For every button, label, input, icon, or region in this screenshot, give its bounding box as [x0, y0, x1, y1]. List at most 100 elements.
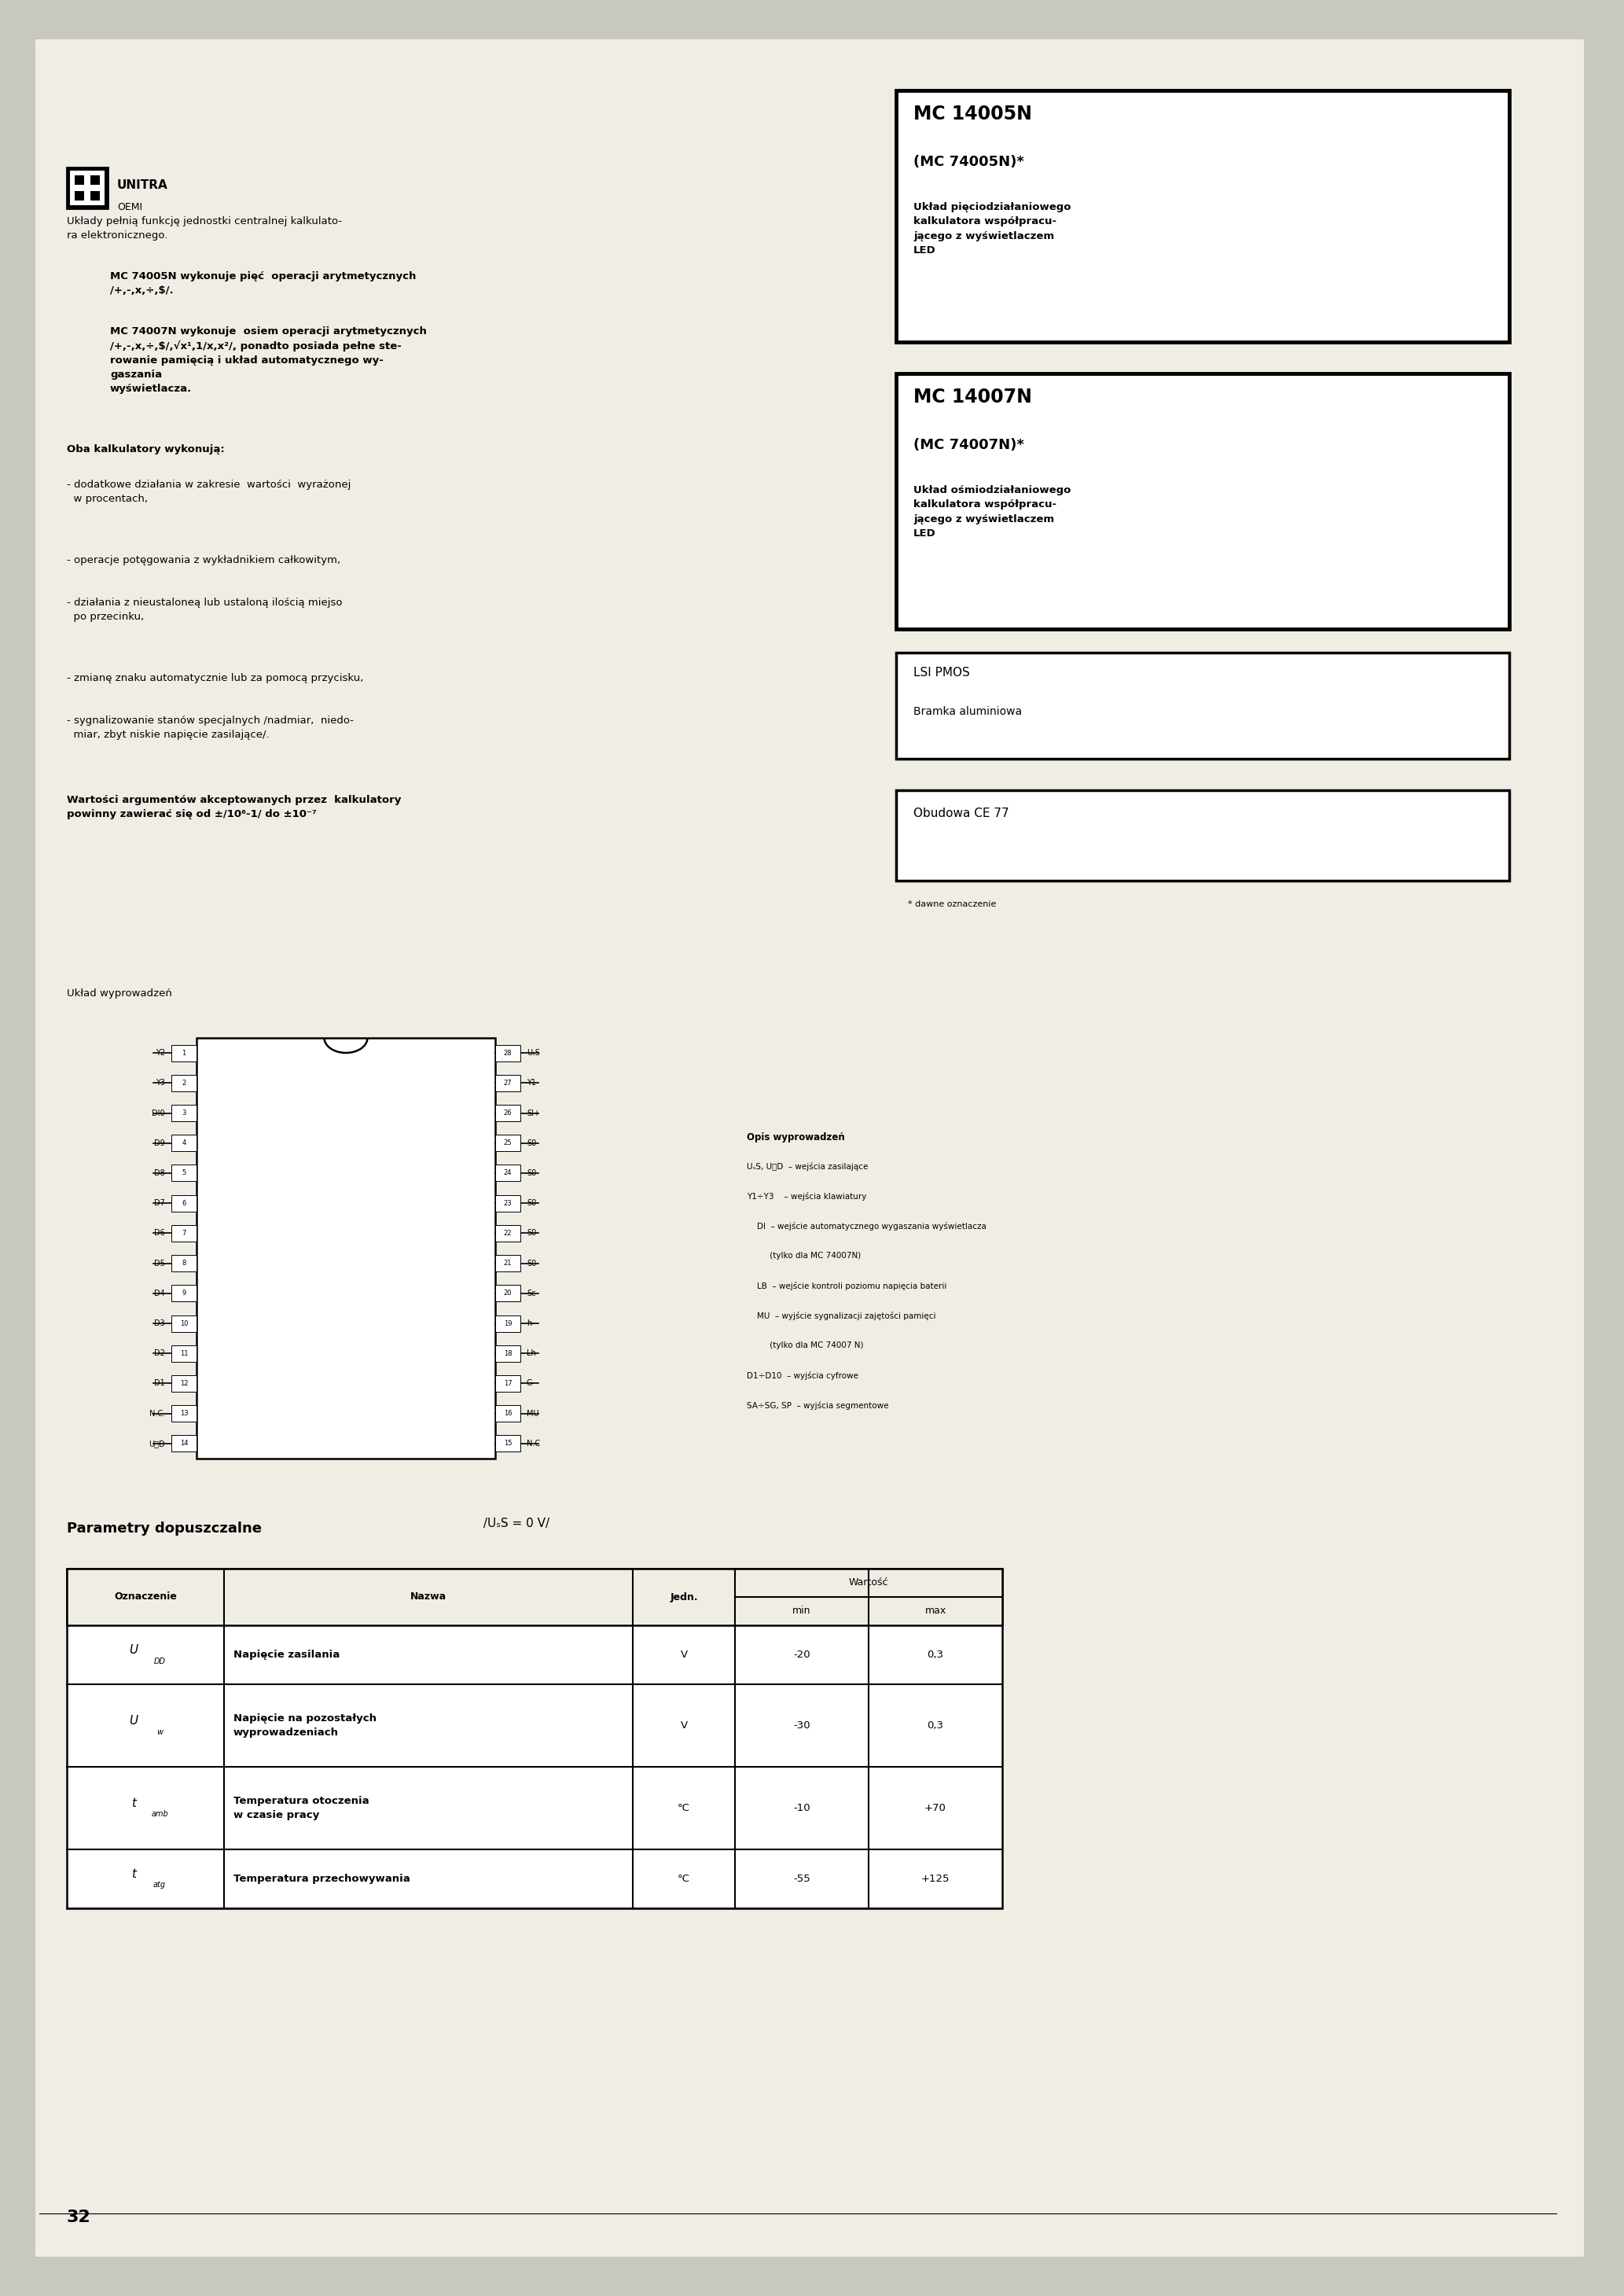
Text: 15: 15	[503, 1440, 512, 1446]
Text: S0: S0	[526, 1258, 536, 1267]
Text: - dodatkowe działania w zakresie  wartości  wyrażonej
  w procentach,: - dodatkowe działania w zakresie wartośc…	[67, 480, 351, 505]
Text: UₛS: UₛS	[526, 1049, 539, 1056]
Text: MC 74005N wykonuje pięć  operacji arytmetycznych
/+,-,x,÷,$/.: MC 74005N wykonuje pięć operacji arytmet…	[110, 271, 416, 296]
Bar	[495, 1164, 520, 1182]
Bar	[495, 1345, 520, 1362]
Bar	[75, 174, 99, 200]
Text: N.C.: N.C.	[149, 1410, 166, 1417]
Text: 2: 2	[182, 1079, 187, 1086]
Text: UₛS, U₝D  – wejścia zasilające: UₛS, U₝D – wejścia zasilające	[747, 1162, 869, 1171]
Bar	[84, 170, 91, 204]
Text: - zmianę znaku automatycznie lub za pomocą przycisku,: - zmianę znaku automatycznie lub za pomo…	[67, 673, 364, 684]
Bar	[172, 1104, 197, 1120]
Text: Układ ośmiodziałaniowego
kalkulatora współpracu-
jącego z wyświetlaczem
LED: Układ ośmiodziałaniowego kalkulatora wsp…	[913, 484, 1070, 540]
Bar	[70, 184, 104, 191]
Bar	[495, 1194, 520, 1212]
Text: °C: °C	[677, 1874, 690, 1885]
Bar	[896, 790, 1509, 882]
Text: +70: +70	[924, 1802, 947, 1814]
Text: Parametry dopuszczalne: Parametry dopuszczalne	[67, 1522, 261, 1536]
Bar	[172, 1405, 197, 1421]
Text: Napięcie zasilania: Napięcie zasilania	[234, 1649, 339, 1660]
Text: 25: 25	[503, 1139, 512, 1146]
Bar	[67, 1568, 1002, 1626]
Text: 6: 6	[182, 1199, 187, 1208]
Text: S0: S0	[526, 1139, 536, 1148]
Bar	[495, 1405, 520, 1421]
Text: Y1÷Y3    – wejścia klawiaturу: Y1÷Y3 – wejścia klawiaturу	[747, 1192, 867, 1201]
Bar	[495, 1316, 520, 1332]
Text: U₝D: U₝D	[149, 1440, 166, 1446]
Text: 18: 18	[503, 1350, 512, 1357]
Bar	[67, 1568, 1002, 1908]
Text: 10: 10	[180, 1320, 188, 1327]
Text: 24: 24	[503, 1169, 512, 1176]
Text: -30: -30	[793, 1720, 810, 1731]
Text: Y2: Y2	[156, 1049, 166, 1056]
Text: (MC 74007N)*: (MC 74007N)*	[913, 439, 1025, 452]
Bar	[495, 1375, 520, 1391]
Text: DI0: DI0	[153, 1109, 166, 1116]
Bar	[172, 1435, 197, 1451]
Text: U: U	[130, 1715, 138, 1727]
Text: /UₛS = 0 V/: /UₛS = 0 V/	[479, 1518, 549, 1529]
Text: S0: S0	[526, 1169, 536, 1178]
Text: 14: 14	[180, 1440, 188, 1446]
Text: 0,3: 0,3	[927, 1649, 944, 1660]
Text: Lh: Lh	[526, 1350, 536, 1357]
Text: D6: D6	[154, 1228, 166, 1238]
Text: DI  – wejście automatycznego wygaszania wyświetlacza: DI – wejście automatycznego wygaszania w…	[747, 1221, 986, 1231]
Text: MC 14005N: MC 14005N	[913, 106, 1031, 124]
Bar	[172, 1075, 197, 1091]
Text: (tylko dla MC 74007N): (tylko dla MC 74007N)	[747, 1251, 861, 1261]
Bar	[495, 1104, 520, 1120]
Bar	[172, 1345, 197, 1362]
Text: D1÷D10  – wyjścia cyfrowe: D1÷D10 – wyjścia cyfrowe	[747, 1371, 859, 1380]
Bar	[197, 1038, 495, 1458]
Bar	[172, 1316, 197, 1332]
Text: Y3: Y3	[156, 1079, 166, 1086]
Bar	[67, 168, 107, 209]
Bar	[495, 1256, 520, 1272]
Text: 0,3: 0,3	[927, 1720, 944, 1731]
Text: max: max	[924, 1605, 947, 1616]
Text: MC 74007N wykonuje  osiem operacji arytmetycznych
/+,-,x,÷,$/,√x¹,1/x,x²/, ponad: MC 74007N wykonuje osiem operacji arytme…	[110, 326, 427, 395]
Text: 5: 5	[182, 1169, 187, 1176]
Bar	[495, 1045, 520, 1061]
Text: Wartość: Wartość	[849, 1577, 888, 1589]
Text: atg: atg	[153, 1880, 166, 1890]
Text: t: t	[132, 1798, 136, 1809]
Text: Układ pięciodziałaniowego
kalkulatora współpracu-
jącego z wyświetlaczem
LED: Układ pięciodziałaniowego kalkulatora ws…	[913, 202, 1070, 255]
Text: 13: 13	[180, 1410, 188, 1417]
Bar	[495, 1134, 520, 1150]
Text: G-: G-	[526, 1380, 536, 1387]
Text: 19: 19	[503, 1320, 512, 1327]
Text: min: min	[793, 1605, 810, 1616]
Text: Jedn.: Jedn.	[669, 1591, 698, 1603]
Text: Napięcie na pozostałych
wyprowadzeniach: Napięcie na pozostałych wyprowadzeniach	[234, 1713, 377, 1738]
Text: MU  – wyjście sygnalizacji zajętości pamięci: MU – wyjście sygnalizacji zajętości pami…	[747, 1311, 935, 1320]
Text: MC 14007N: MC 14007N	[913, 388, 1031, 406]
Text: V: V	[680, 1720, 687, 1731]
Text: DD: DD	[154, 1658, 166, 1665]
Text: w: w	[156, 1729, 162, 1736]
Text: 1: 1	[182, 1049, 187, 1056]
Text: D3: D3	[154, 1320, 166, 1327]
Text: D2: D2	[154, 1350, 166, 1357]
Text: 21: 21	[503, 1261, 512, 1267]
Text: °C: °C	[677, 1802, 690, 1814]
Text: Y1: Y1	[526, 1079, 536, 1086]
Text: Układ wyprowadzeń: Układ wyprowadzeń	[67, 987, 172, 999]
Text: 20: 20	[503, 1290, 512, 1297]
Text: Opis wyprowadzeń: Opis wyprowadzeń	[747, 1132, 844, 1143]
Bar	[896, 652, 1509, 758]
Text: 22: 22	[503, 1231, 512, 1238]
Text: D9: D9	[154, 1139, 166, 1148]
Text: D1: D1	[154, 1380, 166, 1387]
Text: 23: 23	[503, 1199, 512, 1208]
Text: Oznaczenie: Oznaczenie	[114, 1591, 177, 1603]
Text: OEMI: OEMI	[117, 202, 143, 214]
Bar	[495, 1435, 520, 1451]
Text: Obudowa CE 77: Obudowa CE 77	[913, 808, 1009, 820]
Text: amb: amb	[151, 1812, 169, 1818]
